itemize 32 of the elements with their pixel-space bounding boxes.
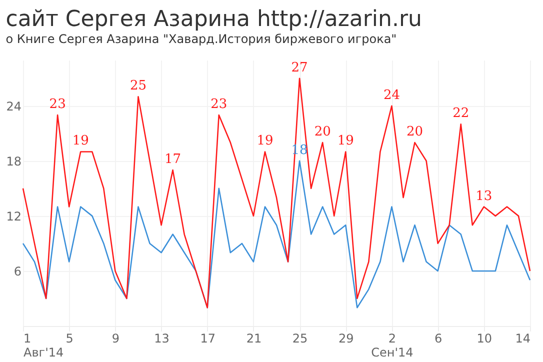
y-tick-label: 24 bbox=[6, 99, 22, 114]
x-tick-label: 1 Авг'14 bbox=[24, 332, 64, 360]
x-tick-label: 25 bbox=[292, 332, 308, 346]
data-label: 23 bbox=[210, 97, 228, 112]
y-tick-label: 6 bbox=[14, 264, 22, 278]
data-label: 19 bbox=[337, 134, 354, 149]
data-label: 24 bbox=[383, 88, 400, 103]
chart-title: сайт Сергея Азарина http://azarin.ru bbox=[6, 7, 422, 32]
data-label: 13 bbox=[476, 188, 492, 204]
x-tick-label: 14 bbox=[515, 332, 530, 346]
x-tick-label: 5 bbox=[66, 332, 74, 346]
x-tick-label: 29 bbox=[338, 332, 354, 346]
line-series bbox=[22, 78, 531, 308]
data-label: 22 bbox=[452, 106, 470, 122]
y-tick-label: 18 bbox=[6, 154, 22, 168]
x-tick-label: 9 bbox=[112, 332, 120, 346]
chart-subtitle: о Книге Сергея Азарина "Хавард.История биржевого игрока" bbox=[6, 32, 397, 46]
data-label: 20 bbox=[406, 124, 424, 140]
data-label: 19 bbox=[72, 134, 89, 149]
x-tick-label: 13 bbox=[154, 332, 170, 346]
x-tick-label: 6 bbox=[434, 332, 442, 346]
data-label: 19 bbox=[256, 134, 274, 149]
x-tick-label: 2 Сен'14 bbox=[371, 332, 414, 360]
y-tick-label: 12 bbox=[6, 209, 22, 224]
x-tick-label: 10 bbox=[476, 332, 492, 346]
x-tick-label: 17 bbox=[200, 332, 216, 346]
data-label: 20 bbox=[314, 124, 331, 140]
data-label: 23 bbox=[49, 97, 66, 112]
x-tick-label: 21 bbox=[246, 332, 262, 346]
data-label: 27 bbox=[291, 60, 308, 76]
data-label: 17 bbox=[164, 152, 182, 168]
data-label: 25 bbox=[130, 78, 146, 94]
